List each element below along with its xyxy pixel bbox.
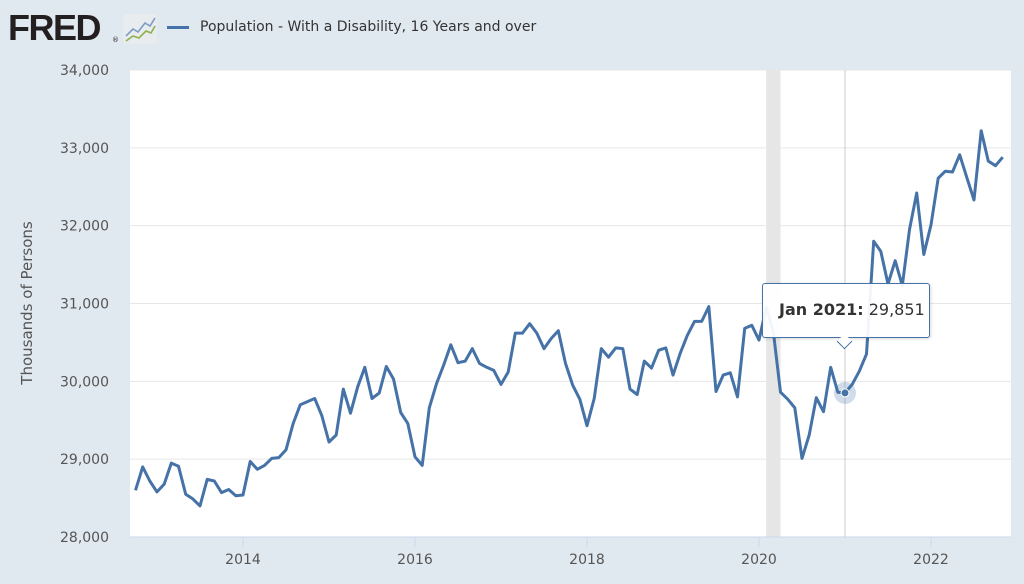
x-tick-label: 2020	[741, 552, 777, 568]
chart-header: FRED ® Population - With a Disability, 1…	[0, 0, 1024, 56]
y-tick-label: 31,000	[60, 297, 109, 313]
y-tick-label: 32,000	[60, 219, 109, 235]
x-axis-ticks: 2014 2016 2018 2020 2022	[130, 536, 1011, 568]
legend-swatch	[167, 26, 189, 29]
x-tick-label: 2018	[569, 552, 605, 568]
hover-marker[interactable]	[840, 388, 850, 398]
tooltip-date: Jan 2021:	[779, 300, 864, 319]
x-tick-label: 2014	[225, 552, 261, 568]
x-tick-label: 2016	[397, 552, 433, 568]
y-tick-label: 34,000	[60, 63, 109, 79]
tooltip: Jan 2021: 29,851	[762, 283, 930, 350]
legend-label[interactable]: Population - With a Disability, 16 Years…	[200, 19, 537, 35]
y-tick-label: 28,000	[60, 530, 109, 546]
tooltip-value: 29,851	[868, 300, 925, 319]
x-tick-label: 2022	[913, 552, 949, 568]
registered-mark: ®	[112, 36, 119, 44]
line-chart-icon	[123, 14, 157, 44]
y-axis-ticks: 28,000 29,000 30,000 31,000 32,000 33,000 34,0…	[60, 63, 109, 546]
series-line[interactable]	[134, 129, 1004, 508]
tooltip-text: Jan 2021: 29,851	[779, 300, 925, 319]
y-tick-label: 33,000	[60, 141, 109, 157]
y-tick-label: 29,000	[60, 452, 109, 468]
fred-logo[interactable]: FRED	[8, 7, 102, 48]
y-tick-label: 30,000	[60, 374, 109, 390]
